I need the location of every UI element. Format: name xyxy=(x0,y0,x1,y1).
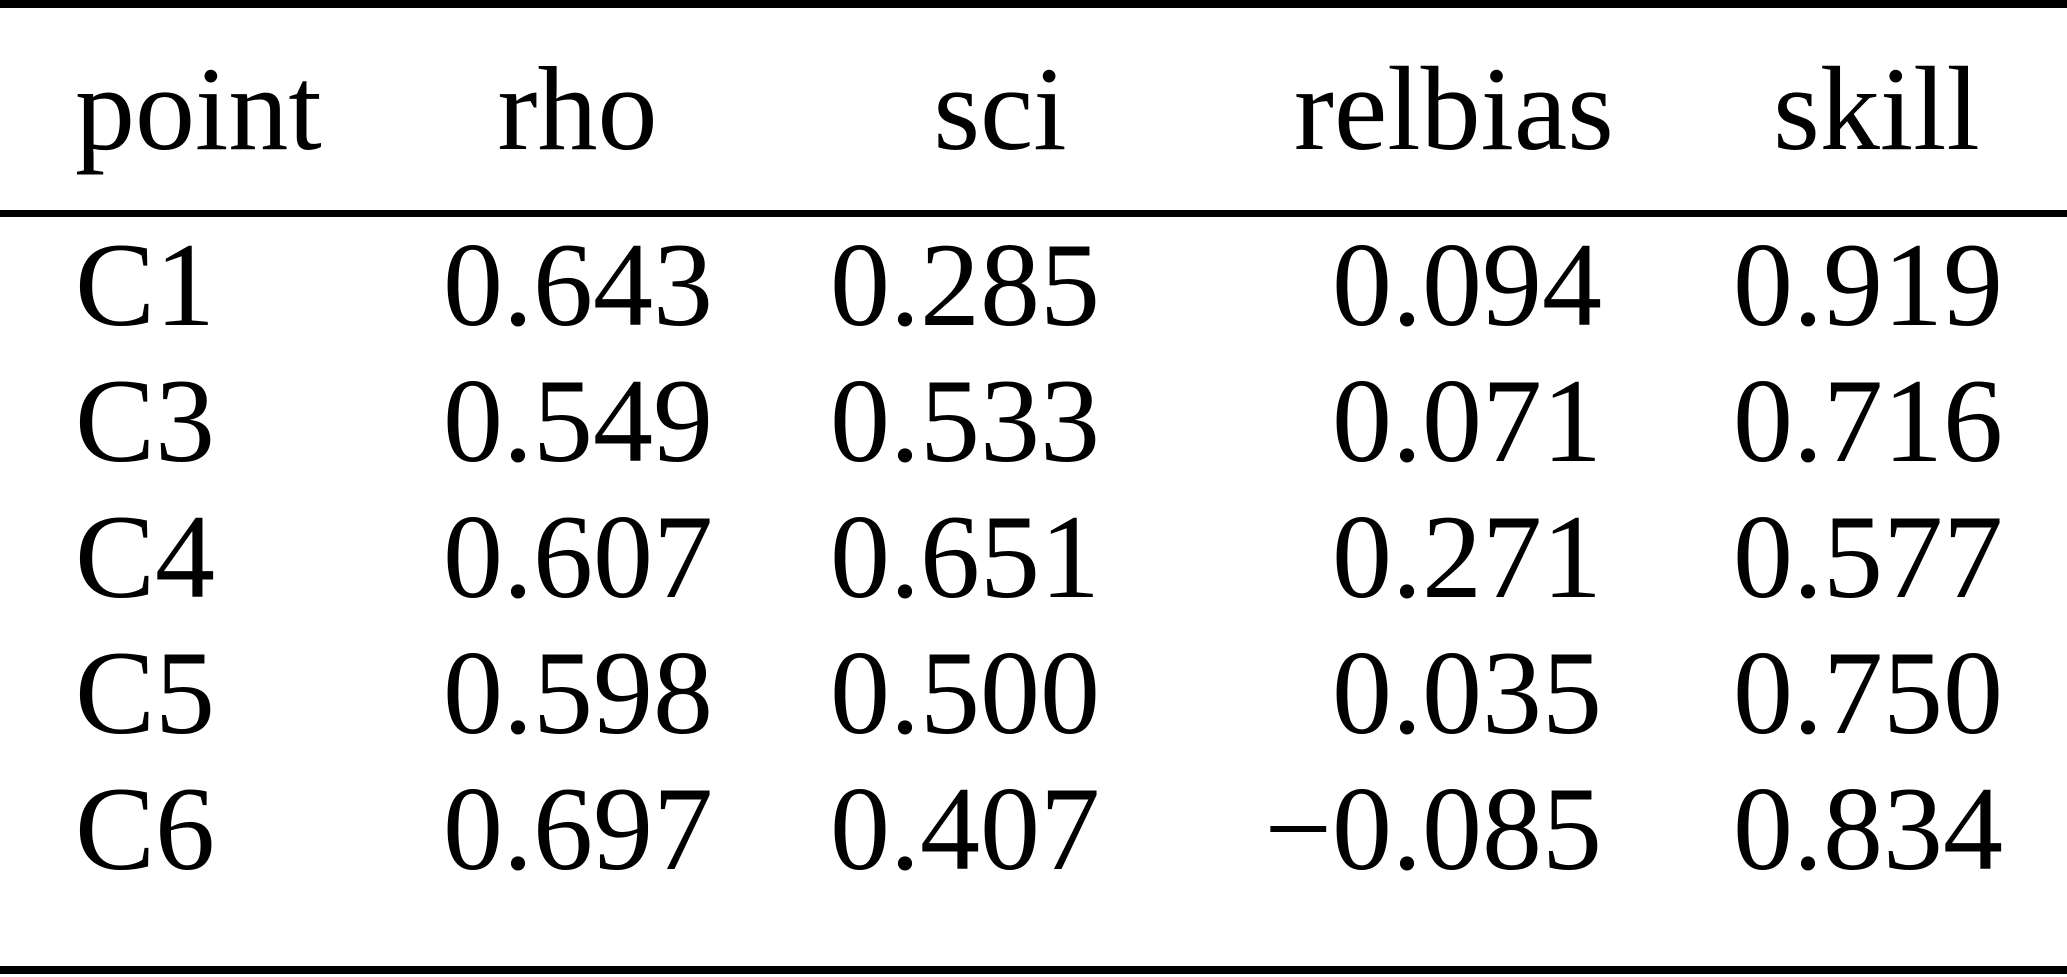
cell-relbias: 0.035 xyxy=(1332,626,1602,759)
cell-skill: 0.750 xyxy=(1733,626,2003,759)
cell-rho: 0.697 xyxy=(443,762,713,895)
column-header-sci: sci xyxy=(713,8,1100,217)
cell-sci: 0.651 xyxy=(830,490,1100,623)
cell-skill: 0.919 xyxy=(1733,218,2003,351)
cell-relbias: 0.271 xyxy=(1332,490,1602,623)
cell-point: C1 xyxy=(75,218,216,351)
cell-sci: 0.500 xyxy=(830,626,1100,759)
table-row: C6 0.697 0.407 −0.085 0.834 xyxy=(0,761,2067,897)
table-row: C3 0.549 0.533 0.071 0.716 xyxy=(0,353,2067,489)
cell-point: C6 xyxy=(75,762,216,895)
metrics-table: point rho sci relbias skill C1 0.643 0.285… xyxy=(0,0,2067,897)
cell-point: C5 xyxy=(75,626,216,759)
cell-sci: 0.407 xyxy=(830,762,1100,895)
cell-skill: 0.834 xyxy=(1733,762,2003,895)
cell-sci: 0.533 xyxy=(830,354,1100,487)
cell-rho: 0.607 xyxy=(443,490,713,623)
cell-rho: 0.598 xyxy=(443,626,713,759)
cell-rho: 0.549 xyxy=(443,354,713,487)
cell-point: C4 xyxy=(75,490,216,623)
table-row: C1 0.643 0.285 0.094 0.919 xyxy=(0,217,2067,353)
column-header-rho: rho xyxy=(400,8,713,217)
cell-rho: 0.643 xyxy=(443,218,713,351)
table-header: point rho sci relbias skill xyxy=(0,8,2067,217)
table-row: C4 0.607 0.651 0.271 0.577 xyxy=(0,489,2067,625)
bottom-rule xyxy=(0,966,2067,974)
table-row: C5 0.598 0.500 0.035 0.750 xyxy=(0,625,2067,761)
column-header-skill: skill xyxy=(1602,8,2067,217)
cell-point: C3 xyxy=(75,354,216,487)
table-body: C1 0.643 0.285 0.094 0.919 C3 0.549 0.533 0.071 0… xyxy=(0,217,2067,897)
cell-sci: 0.285 xyxy=(830,218,1100,351)
header-row: point rho sci relbias skill xyxy=(0,8,2067,217)
cell-skill: 0.577 xyxy=(1733,490,2003,623)
cell-relbias: −0.085 xyxy=(1264,762,1602,895)
column-header-relbias: relbias xyxy=(1100,8,1614,217)
column-header-point: point xyxy=(0,8,400,217)
cell-relbias: 0.094 xyxy=(1332,218,1602,351)
cell-relbias: 0.071 xyxy=(1332,354,1602,487)
cell-skill: 0.716 xyxy=(1733,354,2003,487)
